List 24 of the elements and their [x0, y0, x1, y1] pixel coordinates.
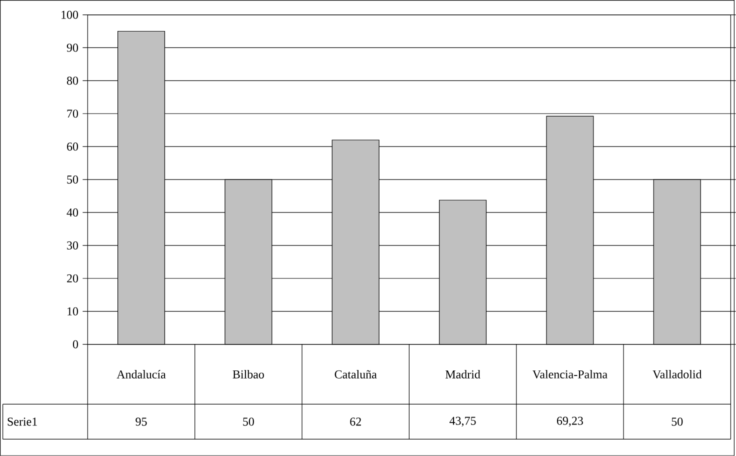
y-tick-label: 40	[66, 208, 78, 217]
y-tick-label: 80	[66, 76, 78, 85]
y-tick-label: 10	[68, 307, 78, 316]
y-tick-label: 70	[67, 110, 78, 118]
y-tick-label: 90	[66, 44, 78, 52]
y-tick-label: 20	[67, 274, 78, 282]
y-tick-label: 30	[67, 241, 78, 250]
y-tick-label: 50	[67, 176, 78, 184]
x-tick-label: Madrid	[445, 370, 480, 378]
x-tick-label: Andalucía	[116, 370, 166, 379]
data-label: 62	[350, 418, 361, 426]
data-label: 43,75	[450, 416, 476, 427]
y-tick-label: 0	[72, 340, 78, 348]
y-tick-label: 60	[67, 142, 78, 151]
x-tick-label: Valladolid	[652, 370, 702, 379]
data-label: 69,23	[556, 416, 583, 427]
data-label: 50	[672, 418, 683, 426]
y-tick-label: 100	[62, 10, 78, 19]
x-tick-label: Cataluña	[334, 370, 377, 378]
data-label: 95	[136, 418, 147, 426]
data-label: 50	[243, 418, 254, 426]
x-tick-label: Bilbao	[232, 370, 264, 378]
text: Serie1	[8, 418, 37, 426]
x-tick-label: Valencia-Palma	[532, 370, 608, 379]
